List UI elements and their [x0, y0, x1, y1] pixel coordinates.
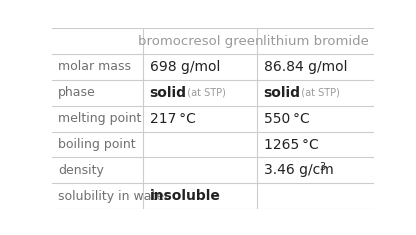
- Text: melting point: melting point: [58, 112, 141, 125]
- Text: bromocresol green: bromocresol green: [138, 35, 263, 48]
- Text: 1265 °C: 1265 °C: [264, 137, 318, 152]
- Text: solid: solid: [150, 86, 187, 100]
- Text: lithium bromide: lithium bromide: [263, 35, 369, 48]
- Text: 3: 3: [320, 162, 326, 172]
- Text: solubility in water: solubility in water: [58, 190, 169, 203]
- Text: (at STP): (at STP): [295, 88, 340, 98]
- Text: 698 g/mol: 698 g/mol: [150, 60, 220, 74]
- Text: solid: solid: [264, 86, 301, 100]
- Text: (at STP): (at STP): [181, 88, 226, 98]
- Text: 86.84 g/mol: 86.84 g/mol: [264, 60, 347, 74]
- Text: phase: phase: [58, 86, 96, 99]
- Text: 217 °C: 217 °C: [150, 112, 196, 126]
- Text: insoluble: insoluble: [150, 189, 220, 203]
- Text: 3.46 g/cm: 3.46 g/cm: [264, 163, 333, 177]
- Text: boiling point: boiling point: [58, 138, 136, 151]
- Text: density: density: [58, 164, 104, 177]
- Text: molar mass: molar mass: [58, 60, 131, 74]
- Text: 550 °C: 550 °C: [264, 112, 310, 126]
